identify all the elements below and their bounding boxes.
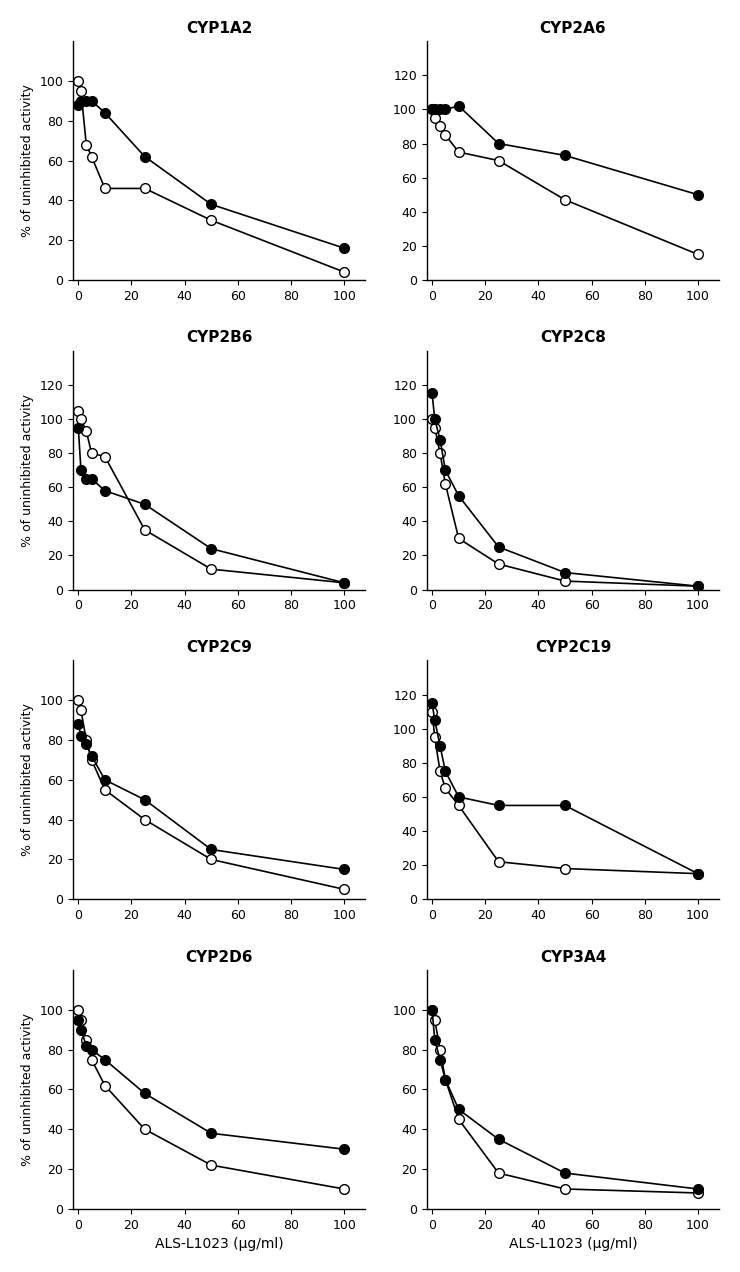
Title: CYP1A2: CYP1A2	[186, 20, 252, 36]
X-axis label: ALS-L1023 (μg/ml): ALS-L1023 (μg/ml)	[155, 1238, 283, 1252]
Y-axis label: % of uninhibited activity: % of uninhibited activity	[21, 1013, 34, 1166]
X-axis label: ALS-L1023 (μg/ml): ALS-L1023 (μg/ml)	[508, 1238, 637, 1252]
Title: CYP2C8: CYP2C8	[540, 331, 606, 346]
Y-axis label: % of uninhibited activity: % of uninhibited activity	[21, 394, 34, 547]
Title: CYP2A6: CYP2A6	[539, 20, 606, 36]
Title: CYP3A4: CYP3A4	[539, 950, 606, 964]
Title: CYP2B6: CYP2B6	[186, 331, 252, 346]
Title: CYP2C19: CYP2C19	[535, 640, 611, 655]
Y-axis label: % of uninhibited activity: % of uninhibited activity	[21, 703, 34, 856]
Y-axis label: % of uninhibited activity: % of uninhibited activity	[21, 84, 34, 237]
Title: CYP2C9: CYP2C9	[186, 640, 252, 655]
Title: CYP2D6: CYP2D6	[186, 950, 253, 964]
